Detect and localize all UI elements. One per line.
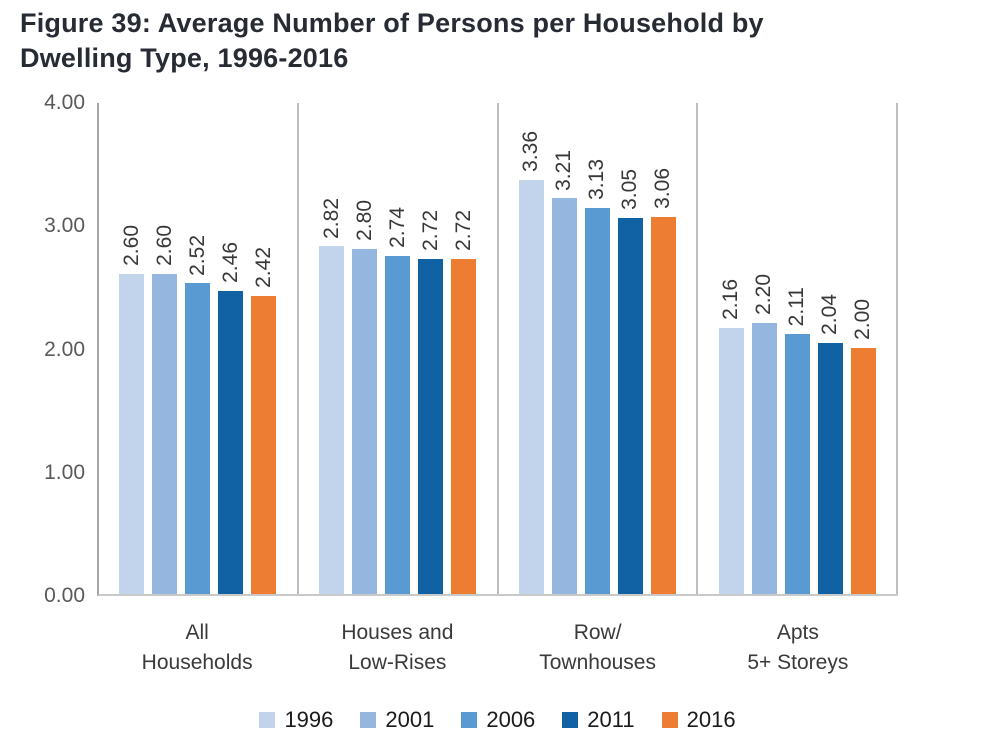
bar-value-label: 2.74 xyxy=(385,207,409,249)
bar-value-label: 2.82 xyxy=(319,197,343,239)
x-axis-category-labels: All Households Houses and Low-Rises Row/Town… xyxy=(97,618,898,679)
bar-2001: 2.60 xyxy=(152,225,178,594)
bar-2001: 2.20 xyxy=(751,274,777,594)
bar-2011: 2.46 xyxy=(218,242,244,594)
bar-2016: 2.72 xyxy=(451,210,477,594)
bar-value-label: 2.42 xyxy=(251,246,275,288)
legend-label: 1996 xyxy=(284,707,334,732)
category-label: Row/Townhouses xyxy=(539,621,656,675)
bar-2016: 2.42 xyxy=(251,247,277,594)
bar-value-label: 2.11 xyxy=(785,286,809,326)
category-label: All Households xyxy=(141,621,253,675)
bar-1996: 2.16 xyxy=(718,279,744,594)
y-tick-label: 4.00 xyxy=(44,91,85,114)
legend-swatch-icon xyxy=(461,712,478,728)
bar-2001: 3.21 xyxy=(551,150,577,594)
category-panel: 2.60 2.60 2.52 2.46 2.42 xyxy=(99,103,299,594)
bar-value-label: 3.36 xyxy=(519,131,543,172)
bar-2006: 2.11 xyxy=(784,287,810,594)
legend-label: 2016 xyxy=(686,707,736,732)
bar-2011: 2.04 xyxy=(817,294,843,594)
category-label: Apts 5+ Storeys xyxy=(747,621,849,675)
legend-item-2016: 2016 xyxy=(661,707,736,733)
bar-value-label: 2.60 xyxy=(152,224,176,266)
bar-value-label: 2.04 xyxy=(818,293,842,335)
bar-2001: 2.80 xyxy=(352,200,378,594)
legend-label: 2011 xyxy=(587,707,635,732)
legend-swatch-icon xyxy=(259,712,276,728)
legend-label: 2006 xyxy=(486,707,536,732)
bar-value-label: 2.00 xyxy=(851,298,875,340)
legend-swatch-icon xyxy=(661,712,678,728)
bar-2011: 2.72 xyxy=(418,210,444,594)
legend-item-2001: 2001 xyxy=(360,707,434,733)
bar-1996: 2.60 xyxy=(119,225,145,594)
category-panel: 2.82 2.80 2.74 2.72 2.72 xyxy=(299,103,499,594)
bar-value-label: 3.06 xyxy=(651,167,675,209)
legend-swatch-icon xyxy=(360,712,377,728)
legend-item-2006: 2006 xyxy=(461,707,535,733)
bar-value-label: 2.72 xyxy=(451,209,475,251)
legend-item-1996: 1996 xyxy=(259,707,333,733)
y-tick-label: 3.00 xyxy=(44,214,85,238)
bar-value-label: 2.72 xyxy=(418,209,442,251)
chart-legend: 1996 2001 2006 2011 2016 xyxy=(97,707,898,733)
bar-value-label: 2.80 xyxy=(352,200,376,241)
bar-value-label: 2.60 xyxy=(119,224,143,266)
legend-label: 2001 xyxy=(385,707,435,732)
legend-item-2011: 2011 xyxy=(562,707,635,733)
category-panel: 2.16 2.20 2.11 2.04 2.00 xyxy=(698,103,898,594)
bar-value-label: 2.16 xyxy=(719,278,743,320)
y-tick-label: 0.00 xyxy=(44,584,85,607)
bar-2016: 3.06 xyxy=(650,168,676,594)
plot-area: 2.60 2.60 2.52 2.46 2.42 2.82 2.80 2.74 2.72 2.72… xyxy=(97,103,898,596)
bar-2006: 3.13 xyxy=(584,159,610,594)
legend-swatch-icon xyxy=(562,712,579,728)
bar-1996: 2.82 xyxy=(319,198,345,594)
bar-value-label: 2.52 xyxy=(185,234,209,276)
bar-value-label: 3.13 xyxy=(585,159,609,201)
bar-2006: 2.52 xyxy=(185,235,211,594)
bar-2011: 3.05 xyxy=(617,169,643,594)
chart-title: Figure 39: Average Number of Persons per… xyxy=(20,8,764,73)
y-tick-label: 1.00 xyxy=(44,460,85,484)
bar-value-label: 2.20 xyxy=(752,273,776,315)
bar-value-label: 3.21 xyxy=(552,149,576,191)
bar-2006: 2.74 xyxy=(385,207,411,594)
y-tick-label: 2.00 xyxy=(44,337,85,361)
bar-1996: 3.36 xyxy=(518,131,544,594)
bar-2016: 2.00 xyxy=(850,299,876,594)
category-panel: 3.36 3.21 3.13 3.05 3.06 xyxy=(499,103,699,594)
category-label: Houses and Low-Rises xyxy=(341,621,454,675)
bar-value-label: 3.05 xyxy=(618,169,642,211)
bar-value-label: 2.46 xyxy=(218,241,242,283)
